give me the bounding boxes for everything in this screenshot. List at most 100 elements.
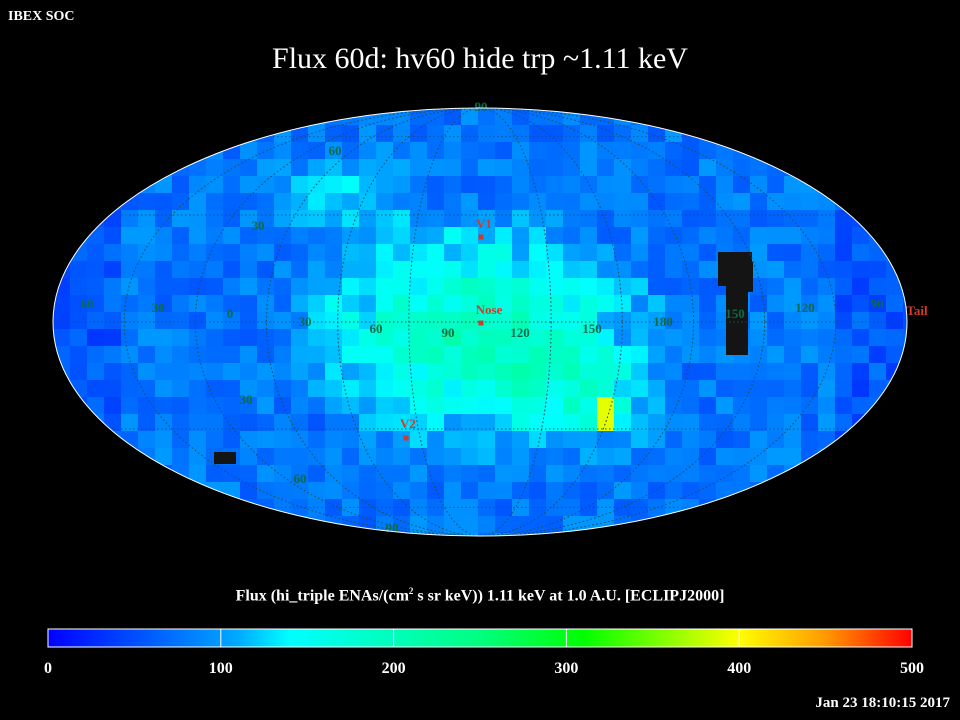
flux-pixel: [478, 176, 496, 194]
flux-pixel: [478, 329, 496, 347]
flux-pixel: [342, 244, 360, 262]
flux-pixel: [172, 329, 190, 347]
flux-pixel: [767, 329, 785, 347]
flux-pixel: [529, 465, 547, 483]
flux-pixel: [240, 210, 258, 228]
flux-pixel: [614, 261, 632, 279]
flux-pixel: [172, 380, 190, 398]
flux-pixel: [444, 499, 462, 517]
flux-pixel: [682, 431, 700, 449]
flux-pixel: [512, 278, 530, 296]
flux-pixel: [512, 499, 530, 517]
flux-pixel: [818, 244, 836, 262]
flux-pixel: [410, 380, 428, 398]
flux-pixel: [393, 414, 411, 432]
flux-pixel: [121, 278, 139, 296]
flux-pixel: [427, 380, 445, 398]
flux-pixel: [699, 244, 717, 262]
flux-pixel: [223, 397, 241, 415]
flux-pixel: [580, 329, 598, 347]
flux-pixel: [444, 363, 462, 381]
flux-pixel: [818, 363, 836, 381]
flux-pixel: [359, 278, 377, 296]
flux-pixel: [393, 397, 411, 415]
longitude-label: 120: [795, 300, 815, 315]
flux-pixel: [172, 261, 190, 279]
flux-pixel: [631, 312, 649, 330]
flux-pixel: [563, 278, 581, 296]
flux-pixel: [325, 210, 343, 228]
flux-pixel: [495, 193, 513, 211]
flux-pixel: [274, 363, 292, 381]
flux-pixel: [376, 312, 394, 330]
flux-pixel: [240, 227, 258, 245]
flux-pixel: [444, 465, 462, 483]
flux-pixel: [784, 227, 802, 245]
flux-pixel: [274, 397, 292, 415]
flux-pixel: [444, 125, 462, 143]
flux-pixel: [699, 329, 717, 347]
flux-pixel: [648, 159, 666, 177]
flux-pixel: [325, 295, 343, 313]
flux-pixel: [376, 380, 394, 398]
flux-pixel: [733, 227, 751, 245]
flux-pixel: [291, 380, 309, 398]
flux-pixel: [784, 312, 802, 330]
flux-pixel: [546, 397, 564, 415]
flux-pixel: [699, 312, 717, 330]
flux-pixel: [869, 295, 887, 313]
flux-pixel: [427, 227, 445, 245]
flux-pixel: [291, 261, 309, 279]
flux-pixel: [427, 193, 445, 211]
flux-pixel: [359, 159, 377, 177]
flux-pixel: [138, 278, 156, 296]
flux-pixel: [614, 295, 632, 313]
flux-pixel: [580, 244, 598, 262]
flux-pixel: [274, 448, 292, 466]
flux-pixel: [461, 465, 479, 483]
flux-pixel: [750, 159, 768, 177]
flux-pixel: [155, 295, 173, 313]
flux-pixel: [767, 448, 785, 466]
flux-pixel: [359, 227, 377, 245]
flux-pixel: [444, 142, 462, 160]
flux-pixel: [291, 295, 309, 313]
flux-pixel: [835, 329, 853, 347]
flux-pixel: [223, 414, 241, 432]
flux-pixel: [495, 159, 513, 177]
flux-pixel: [699, 431, 717, 449]
flux-pixel: [818, 414, 836, 432]
flux-pixel: [121, 295, 139, 313]
meridian-line: [408, 108, 552, 536]
flux-pixel: [563, 414, 581, 432]
flux-pixel: [104, 295, 122, 313]
flux-pixel: [512, 329, 530, 347]
flux-pixel: [104, 278, 122, 296]
flux-pixel: [155, 278, 173, 296]
timestamp: Jan 23 18:10:15 2017: [815, 695, 950, 711]
flux-pixel: [189, 295, 207, 313]
flux-pixel: [274, 278, 292, 296]
flux-pixel: [223, 278, 241, 296]
flux-pixel: [478, 278, 496, 296]
flux-pixel: [189, 193, 207, 211]
flux-pixel: [189, 329, 207, 347]
flux-pixel: [291, 397, 309, 415]
flux-pixel: [87, 278, 105, 296]
flux-pixel: [801, 227, 819, 245]
flux-pixel: [359, 210, 377, 228]
flux-pixel: [648, 142, 666, 160]
flux-pixel: [308, 499, 326, 517]
flux-pixel: [767, 414, 785, 432]
flux-pixel: [223, 244, 241, 262]
flux-pixel: [410, 312, 428, 330]
flux-pixel: [53, 295, 71, 313]
flux-pixel: [835, 278, 853, 296]
flux-pixel: [597, 380, 615, 398]
flux-pixel: [886, 312, 904, 330]
flux-pixel: [359, 193, 377, 211]
flux-pixel: [342, 159, 360, 177]
flux-pixel: [70, 312, 88, 330]
flux-pixel: [393, 159, 411, 177]
flux-pixel: [53, 329, 71, 347]
